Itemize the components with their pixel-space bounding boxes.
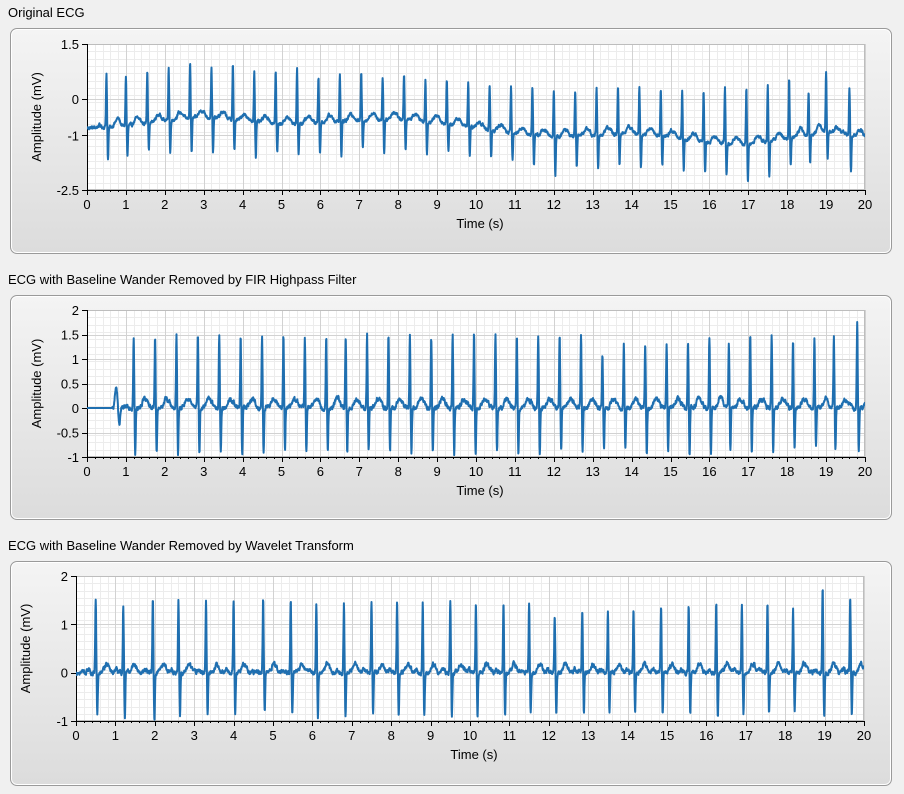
- y-tick-label: 0.5: [61, 377, 79, 392]
- y-tick-label: 0: [61, 666, 68, 681]
- x-tick-label: 16: [699, 728, 713, 743]
- x-tick-label: 9: [427, 728, 434, 743]
- x-tick-label: 16: [702, 464, 716, 479]
- x-tick-label: 5: [269, 728, 276, 743]
- x-tick-label: 20: [858, 464, 872, 479]
- x-tick-label: 2: [151, 728, 158, 743]
- y-axis-label: Amplitude (mV): [18, 604, 33, 694]
- x-tick-label: 6: [317, 464, 324, 479]
- x-tick-label: 0: [83, 464, 90, 479]
- y-tick-label: 2: [72, 303, 79, 318]
- y-tick-label: -1: [56, 714, 68, 729]
- x-axis-label: Time (s): [450, 747, 497, 762]
- y-tick-label: 1: [61, 617, 68, 632]
- y-axis-label: Amplitude (mV): [29, 72, 44, 162]
- x-tick-label: 7: [348, 728, 355, 743]
- x-tick-label: 5: [278, 197, 285, 212]
- x-tick-label: 8: [395, 197, 402, 212]
- x-tick-label: 14: [620, 728, 634, 743]
- x-tick-label: 0: [83, 197, 90, 212]
- y-axis-label: Amplitude (mV): [29, 339, 44, 429]
- x-tick-label: 3: [200, 197, 207, 212]
- x-tick-label: 10: [469, 197, 483, 212]
- x-tick-label: 4: [239, 464, 246, 479]
- x-tick-label: 18: [778, 728, 792, 743]
- x-tick-label: 13: [585, 197, 599, 212]
- x-tick-label: 12: [547, 464, 561, 479]
- x-tick-label: 9: [433, 197, 440, 212]
- y-tick-label: -2.5: [57, 183, 79, 198]
- graph-title: ECG with Baseline Wander Removed by FIR …: [8, 272, 357, 287]
- y-tick-label: 1.5: [61, 328, 79, 343]
- x-tick-label: 3: [191, 728, 198, 743]
- y-tick-label: 0: [72, 401, 79, 416]
- x-tick-label: 11: [508, 464, 522, 479]
- x-tick-label: 14: [624, 464, 638, 479]
- x-tick-label: 8: [388, 728, 395, 743]
- x-tick-label: 8: [395, 464, 402, 479]
- x-tick-label: 10: [469, 464, 483, 479]
- x-tick-label: 20: [858, 197, 872, 212]
- major-grid: [76, 576, 865, 722]
- x-tick-label: 5: [278, 464, 285, 479]
- y-tick-label: -1: [67, 450, 79, 465]
- x-tick-label: 9: [433, 464, 440, 479]
- x-tick-label: 2: [161, 197, 168, 212]
- x-tick-label: 7: [356, 464, 363, 479]
- x-tick-label: 16: [702, 197, 716, 212]
- x-tick-label: 19: [817, 728, 831, 743]
- x-tick-label: 17: [739, 728, 753, 743]
- x-tick-label: 13: [581, 728, 595, 743]
- x-axis-label: Time (s): [456, 216, 503, 231]
- x-tick-label: 7: [356, 197, 363, 212]
- x-tick-label: 1: [112, 728, 119, 743]
- ecg-trace: [76, 589, 864, 721]
- x-tick-label: 6: [309, 728, 316, 743]
- ecg-trace: [87, 63, 865, 183]
- x-tick-label: 19: [819, 464, 833, 479]
- x-tick-label: 4: [230, 728, 237, 743]
- x-tick-label: 3: [200, 464, 207, 479]
- ecg-trace: [87, 321, 865, 457]
- x-tick-label: 11: [508, 197, 522, 212]
- x-tick-label: 2: [161, 464, 168, 479]
- x-tick-label: 15: [660, 728, 674, 743]
- x-tick-label: 12: [547, 197, 561, 212]
- y-tick-label: -0.5: [57, 426, 79, 441]
- y-tick-label: 1: [72, 352, 79, 367]
- x-tick-label: 1: [122, 197, 129, 212]
- x-tick-label: 13: [585, 464, 599, 479]
- y-tick-label: 2: [61, 569, 68, 584]
- x-tick-label: 0: [72, 728, 79, 743]
- x-tick-label: 20: [857, 728, 871, 743]
- graph-title: Original ECG: [8, 5, 85, 20]
- graph-title: ECG with Baseline Wander Removed by Wave…: [8, 538, 354, 553]
- x-tick-label: 1: [122, 464, 129, 479]
- x-tick-label: 15: [663, 197, 677, 212]
- x-tick-label: 6: [317, 197, 324, 212]
- x-tick-label: 10: [463, 728, 477, 743]
- x-axis-label: Time (s): [456, 483, 503, 498]
- x-tick-label: 11: [503, 728, 517, 743]
- x-tick-label: 14: [624, 197, 638, 212]
- x-tick-label: 4: [239, 197, 246, 212]
- x-tick-label: 18: [780, 197, 794, 212]
- x-tick-label: 18: [780, 464, 794, 479]
- y-tick-label: 0: [72, 92, 79, 107]
- x-tick-label: 17: [741, 197, 755, 212]
- x-tick-label: 12: [542, 728, 556, 743]
- x-tick-label: 19: [819, 197, 833, 212]
- x-tick-label: 15: [663, 464, 677, 479]
- y-tick-label: 1.5: [61, 37, 79, 52]
- y-tick-label: -1: [67, 128, 79, 143]
- x-tick-label: 17: [741, 464, 755, 479]
